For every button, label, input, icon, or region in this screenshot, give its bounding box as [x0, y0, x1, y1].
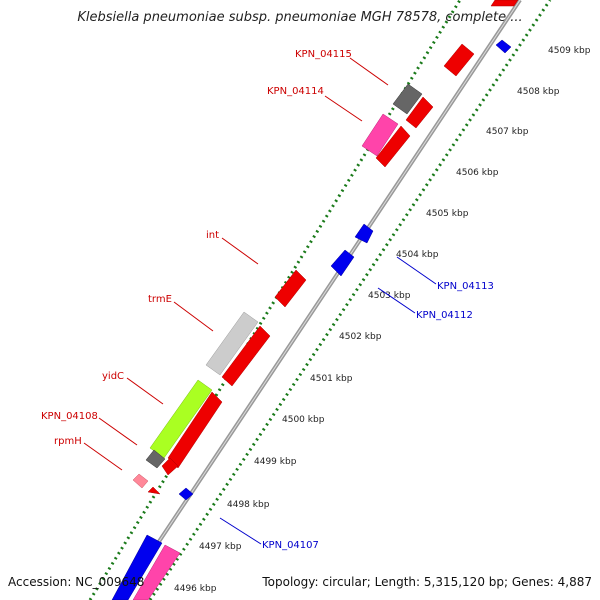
gene-bottom-pink[interactable]	[132, 544, 181, 600]
gene-rev-top[interactable]	[495, 39, 512, 54]
topology-text: Topology: circular; Length: 5,315,120 bp…	[262, 575, 592, 589]
gene-int[interactable]	[274, 269, 307, 308]
gene-trmE-b[interactable]	[221, 325, 271, 387]
gene-small-red[interactable]	[161, 457, 179, 476]
label-kpn-04112[interactable]: KPN_04112	[416, 310, 473, 321]
gene-kpn-04107[interactable]	[178, 487, 194, 501]
inner-tick-track	[148, 0, 552, 600]
gene-trmE[interactable]	[205, 311, 259, 376]
kbp-label-4497: 4497 kbp	[199, 542, 242, 552]
gene-kpn-04116[interactable]	[490, 0, 519, 7]
kbp-label-4506: 4506 kbp	[456, 168, 499, 178]
gene-kpn-04108[interactable]	[145, 449, 166, 469]
leader-rpmH	[83, 442, 123, 471]
gene-kpn-04114b[interactable]	[375, 125, 411, 168]
leader-kpn-04108	[98, 417, 138, 446]
label-kpn-04115[interactable]: KPN_04115	[295, 49, 352, 60]
leader-int	[221, 237, 259, 265]
map-title: Klebsiella pneumoniae subsp. pneumoniae …	[77, 10, 523, 25]
reverse-genes	[111, 39, 512, 600]
label-kpn-04114[interactable]: KPN_04114	[267, 86, 324, 97]
reverse-gene-labels: KPN_04113 KPN_04112 KPN_04107	[219, 256, 494, 551]
label-rpmH[interactable]: rpmH	[54, 436, 82, 447]
kbp-label-4498: 4498 kbp	[227, 500, 270, 510]
gene-kpn-04115b[interactable]	[405, 96, 434, 129]
leader-trmE	[173, 301, 214, 332]
gene-rpmH-b[interactable]	[147, 486, 161, 495]
gene-kpn-04113[interactable]	[354, 223, 374, 244]
leader-yidC	[126, 377, 164, 405]
kbp-label-4504: 4504 kbp	[396, 250, 439, 260]
kbp-label-4496: 4496 kbp	[174, 584, 217, 594]
leader-kpn-04112	[377, 287, 416, 314]
forward-gene-labels: KPN_04115 KPN_04114 int trmE yidC KPN_04…	[41, 49, 389, 471]
gene-kpn-04112[interactable]	[330, 249, 355, 277]
forward-genes	[132, 0, 519, 600]
kbp-label-4505: 4505 kbp	[426, 209, 469, 219]
label-kpn-04107[interactable]: KPN_04107	[262, 540, 319, 551]
kbp-label-4499: 4499 kbp	[254, 457, 297, 467]
label-yidC[interactable]: yidC	[102, 371, 124, 382]
label-trmE[interactable]: trmE	[148, 294, 172, 305]
kbp-label-4500: 4500 kbp	[282, 415, 325, 425]
label-kpn-04113[interactable]: KPN_04113	[437, 281, 494, 292]
kbp-label-4509: 4509 kbp	[548, 46, 591, 56]
gene-rev-bottom[interactable]	[111, 534, 163, 600]
leader-kpn-04114	[324, 95, 363, 122]
gene-rpmH[interactable]	[132, 473, 149, 489]
kbp-label-4502: 4502 kbp	[339, 332, 382, 342]
accession-text: Accession: NC_009648	[8, 575, 145, 589]
leader-kpn-04107	[219, 517, 262, 545]
label-int[interactable]: int	[206, 230, 219, 241]
kbp-label-4501: 4501 kbp	[310, 374, 353, 384]
leader-kpn-04113	[396, 256, 437, 285]
kbp-label-4507: 4507 kbp	[486, 127, 529, 137]
gene-kpn-04115-arrow[interactable]	[443, 43, 475, 77]
label-kpn-04108[interactable]: KPN_04108	[41, 411, 98, 422]
genome-backbone-highlight	[119, 0, 521, 600]
kbp-label-4508: 4508 kbp	[517, 87, 560, 97]
gene-kpn-04114[interactable]	[361, 113, 399, 157]
gene-kpn-04115[interactable]	[392, 83, 423, 115]
leader-kpn-04115	[349, 57, 389, 86]
